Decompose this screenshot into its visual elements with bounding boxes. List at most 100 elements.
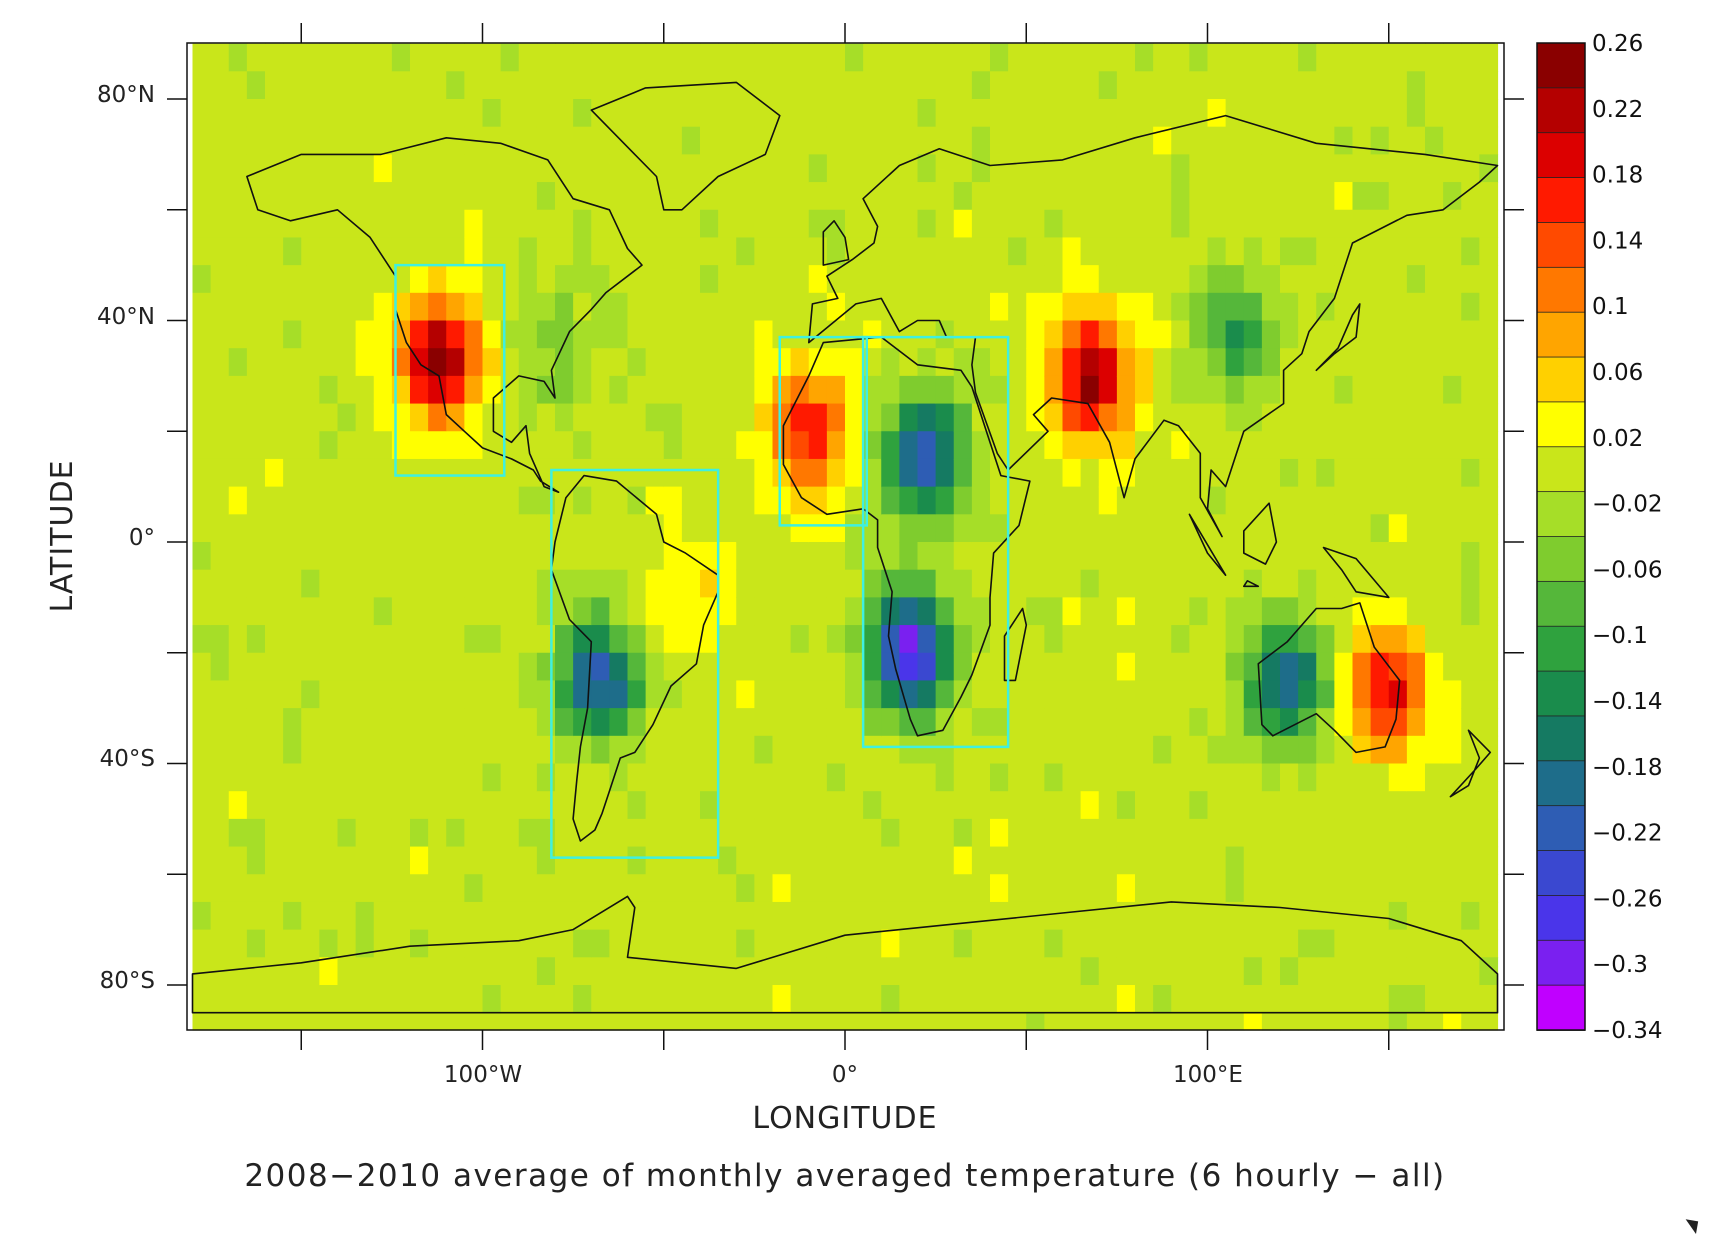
heatmap-cell — [663, 458, 683, 488]
heatmap-cell — [246, 763, 266, 792]
heatmap-cell — [1189, 292, 1209, 322]
heatmap-cell — [736, 375, 755, 405]
heatmap-cell — [1225, 542, 1245, 571]
heatmap-cell — [971, 929, 991, 958]
heatmap-cell — [736, 43, 755, 72]
heatmap-cell — [500, 652, 520, 682]
heatmap-cell — [808, 680, 828, 709]
heatmap-cell — [573, 375, 592, 405]
heatmap-cell — [990, 985, 1009, 1014]
heatmap-cell — [228, 265, 248, 294]
heatmap-cell — [971, 901, 991, 931]
heatmap-cell — [573, 874, 592, 903]
heatmap-cell — [337, 514, 357, 543]
heatmap-cell — [1352, 209, 1372, 239]
heatmap-cell — [1062, 292, 1082, 322]
heatmap-cell — [1098, 182, 1118, 211]
heatmap-cell — [1316, 514, 1335, 543]
heatmap-cell — [464, 597, 484, 626]
heatmap-cell — [1479, 874, 1499, 903]
heatmap-cell — [500, 71, 520, 100]
heatmap-cell — [410, 763, 429, 792]
heatmap-cell — [1080, 597, 1100, 626]
heatmap-cell — [337, 292, 357, 322]
heatmap-cell — [754, 514, 774, 543]
heatmap-cell — [700, 126, 719, 155]
heatmap-cell — [428, 985, 447, 1014]
heatmap-cell — [663, 791, 683, 820]
heatmap-cell — [1443, 735, 1462, 765]
heatmap-cell — [953, 929, 973, 958]
heatmap-cell — [1225, 735, 1245, 765]
heatmap-cell — [464, 43, 484, 72]
colorbar-label: −0.22 — [1592, 821, 1662, 847]
heatmap-cell — [265, 486, 284, 515]
heatmap-cell — [1261, 791, 1281, 820]
heatmap-cell — [591, 99, 610, 128]
heatmap-cell — [881, 237, 900, 266]
heatmap-cell — [663, 486, 683, 515]
heatmap-cell — [1008, 237, 1027, 266]
heatmap-cell — [518, 154, 538, 183]
heatmap-cell — [373, 486, 393, 515]
heatmap-cell — [1062, 126, 1082, 155]
heatmap-cell — [736, 182, 755, 211]
heatmap-cell — [1044, 569, 1064, 598]
heatmap-cell — [1370, 625, 1390, 654]
heatmap-cell — [1298, 154, 1317, 183]
heatmap-cell — [845, 403, 864, 432]
heatmap-cell — [1207, 486, 1227, 515]
heatmap-cell — [265, 514, 284, 543]
heatmap-cell — [591, 1012, 610, 1031]
heatmap-cell — [1153, 514, 1172, 543]
heatmap-cell — [971, 237, 991, 266]
heatmap-cell — [917, 320, 937, 349]
heatmap-cell — [536, 708, 556, 737]
heatmap-cell — [428, 791, 447, 820]
heatmap-cell — [627, 708, 647, 737]
heatmap-cell — [555, 348, 574, 377]
heatmap-cell — [1406, 209, 1426, 239]
heatmap-cell — [1388, 514, 1408, 543]
heatmap-cell — [1316, 99, 1335, 128]
heatmap-cell — [736, 99, 755, 128]
heatmap-cell — [1062, 514, 1082, 543]
heatmap-cell — [1225, 929, 1245, 958]
heatmap-cell — [881, 126, 900, 155]
heatmap-cell — [228, 1012, 248, 1031]
heatmap-cell — [228, 486, 248, 515]
heatmap-cell — [1080, 680, 1100, 709]
heatmap-cell — [518, 43, 538, 72]
heatmap-cell — [1189, 458, 1209, 488]
heatmap-cell — [1443, 708, 1462, 737]
heatmap-cell — [1388, 71, 1408, 100]
heatmap-cell — [319, 514, 339, 543]
heatmap-cell — [210, 320, 230, 349]
heatmap-cell — [663, 182, 683, 211]
heatmap-cell — [917, 846, 937, 875]
heatmap-cell — [410, 846, 429, 875]
heatmap-cell — [428, 486, 447, 515]
heatmap-cell — [935, 292, 955, 322]
heatmap-cell — [935, 735, 955, 765]
heatmap-cell — [1443, 652, 1462, 682]
heatmap-cell — [210, 652, 230, 682]
heatmap-cell — [1443, 846, 1462, 875]
heatmap-cell — [555, 929, 574, 958]
heatmap-cell — [645, 763, 665, 792]
heatmap-cell — [609, 431, 629, 460]
heatmap-cell — [700, 43, 719, 72]
heatmap-cell — [591, 348, 610, 377]
heatmap-cell — [1026, 957, 1045, 986]
heatmap-cell — [1225, 680, 1245, 709]
heatmap-cell — [228, 237, 248, 266]
heatmap-cell — [1080, 237, 1100, 266]
heatmap-cell — [863, 569, 882, 598]
heatmap-cell — [1370, 403, 1390, 432]
heatmap-cell — [1225, 71, 1245, 100]
heatmap-cell — [1298, 237, 1317, 266]
heatmap-cell — [1044, 348, 1064, 377]
heatmap-cell — [1479, 680, 1499, 709]
heatmap-cell — [1135, 542, 1154, 571]
heatmap-cell — [1243, 680, 1263, 709]
